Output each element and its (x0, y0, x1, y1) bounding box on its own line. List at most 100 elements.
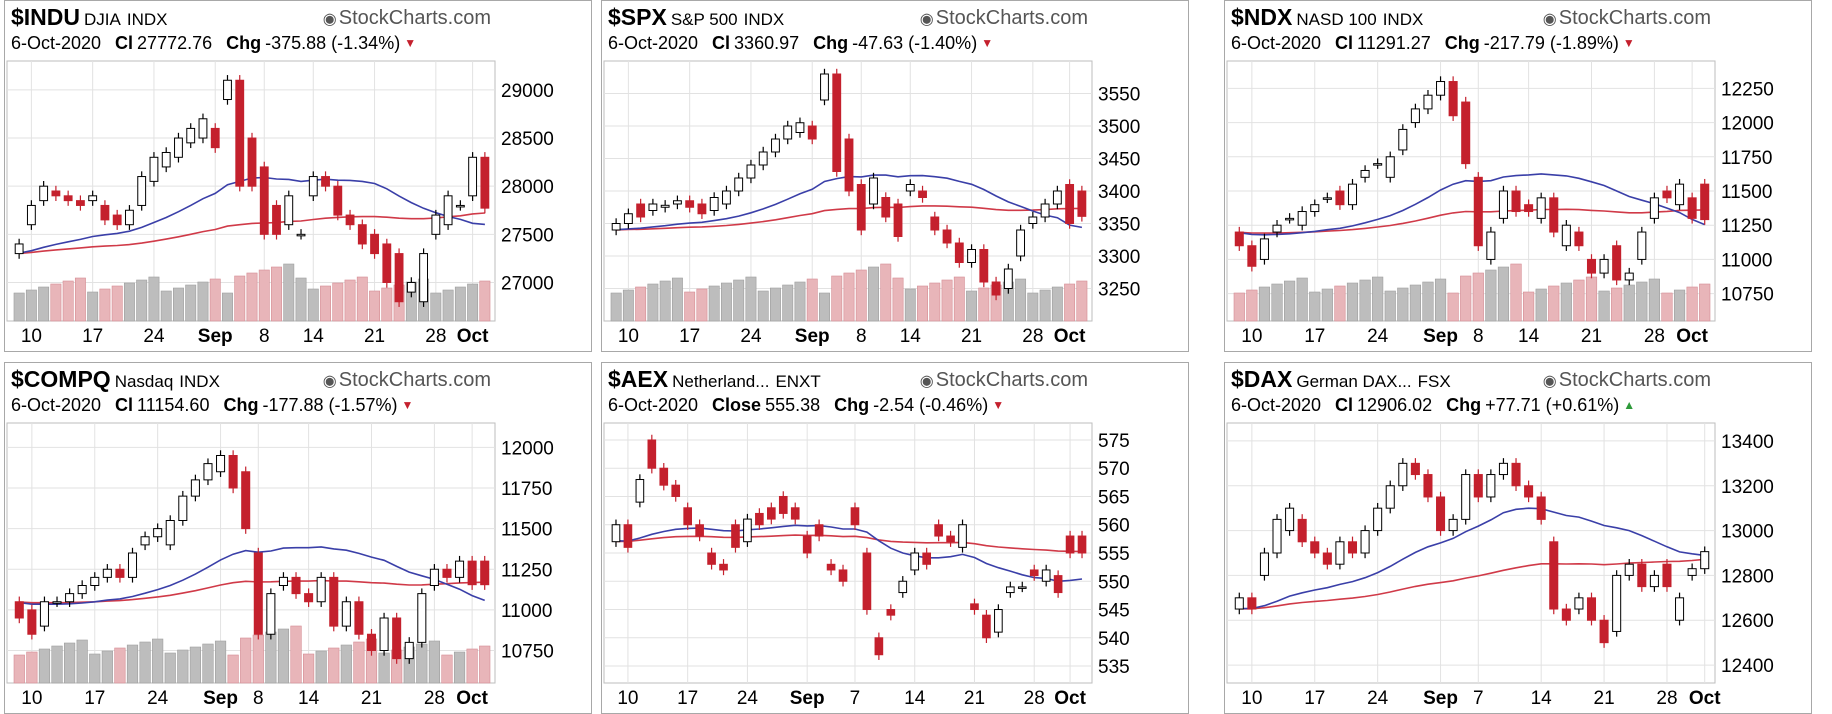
x-tick-label: Sep (1423, 688, 1458, 709)
chart-panel-spx[interactable]: $SPX S&P 500 INDX ◉ StockCharts.com 6-Oct-202… (601, 0, 1189, 352)
change-value: -177.88 (-1.57%) (262, 395, 398, 415)
candle (635, 474, 645, 508)
volume-bar (369, 290, 381, 322)
chart-title: $INDU DJIA INDX (11, 4, 167, 31)
y-tick-label: 540 (1098, 629, 1130, 650)
price-chart[interactable]: 3550 3500 3450 3400 3350 3300 3250 10 17 24 Sep 8 14… (602, 59, 1188, 351)
y-tick-label: 575 (1098, 431, 1130, 452)
candle (758, 146, 768, 171)
change-label: Chg (813, 33, 849, 53)
candle (1247, 592, 1257, 615)
x-tick-label: Sep (1423, 326, 1458, 347)
symbol: $INDU (11, 4, 81, 30)
volume-bar (917, 285, 928, 322)
close-value: 12906.02 (1357, 395, 1433, 415)
candle (1029, 564, 1039, 581)
volume-bar (467, 283, 479, 322)
candle (722, 185, 731, 210)
candle (88, 190, 98, 206)
volume-bar (101, 650, 113, 684)
volume-bar (1359, 279, 1371, 322)
volume-bar (806, 278, 818, 322)
triangle-up-icon: ▲ (1623, 398, 1636, 412)
candle (820, 68, 829, 106)
volume-bar (1523, 291, 1535, 322)
price-chart[interactable]: 12000 11750 11500 11250 11000 10750 10 17 24 Sep 8… (5, 421, 591, 713)
y-tick-label: 12000 (1721, 114, 1774, 135)
candle (1006, 581, 1015, 598)
triangle-down-icon: ▼ (1622, 36, 1635, 50)
plot-area (1226, 422, 1716, 684)
volume-bar (340, 644, 352, 684)
candle (1574, 226, 1584, 251)
quote-info: 6-Oct-2020 Cl 11154.60 Chg -177.88 (-1.57%) ▼ (11, 395, 413, 416)
chart-panel-aex[interactable]: $AEX Netherland... ENXT ◉ StockCharts.com 6-O… (601, 362, 1189, 714)
change-value: -375.88 (-1.34%) (265, 33, 401, 53)
candle (1398, 124, 1408, 156)
candle (1624, 267, 1634, 286)
volume-bar (74, 277, 86, 322)
price-chart[interactable]: 29000 28500 28000 27500 27000 10 17 24 Sep 8 14 21 2… (5, 59, 591, 351)
x-tick-label: 28 (1644, 326, 1665, 347)
candle (429, 564, 439, 591)
candle (991, 276, 1001, 301)
candle (856, 179, 866, 236)
chart-panel-dax[interactable]: $DAX German DAX... FSX ◉ StockCharts.com 6-Oc… (1224, 362, 1812, 714)
candle (1436, 76, 1446, 101)
volume-bar (87, 291, 99, 322)
volume-bar (1686, 286, 1698, 322)
volume-bar (479, 645, 491, 684)
x-tick-label: 17 (82, 326, 103, 347)
candle (1586, 592, 1597, 626)
candle (442, 564, 452, 583)
stockcharts-logo-icon: ◉ (919, 11, 934, 28)
index-name: DJIA (84, 10, 121, 29)
price-chart[interactable]: 12250 12000 11750 11500 11250 11000 10750 10 17 2… (1225, 59, 1811, 351)
volume-bar (782, 284, 794, 322)
symbol: $AEX (608, 366, 669, 392)
candle (1524, 199, 1534, 217)
candle (333, 180, 343, 221)
x-tick-label: 8 (253, 688, 264, 709)
candle (467, 555, 477, 590)
candle (39, 596, 49, 632)
price-chart[interactable]: 13400 13200 13000 12800 12600 12400 10 17 24 Sep 7… (1225, 421, 1811, 713)
candle (709, 192, 719, 216)
candle (1322, 192, 1332, 204)
candle (881, 192, 891, 223)
volume-bar (328, 647, 340, 684)
candle (731, 519, 740, 553)
y-tick-label: 3250 (1098, 280, 1140, 301)
volume-bar (442, 289, 454, 322)
quote-date: 6-Oct-2020 (11, 33, 102, 53)
candle (404, 637, 414, 664)
price-chart[interactable]: 575 570 565 560 555 550 545 540 535 10 17 24 Sep 7 14 2… (602, 421, 1188, 713)
chart-panel-compq[interactable]: $COMPQ Nasdaq INDX ◉ StockCharts.com 6-Oct-20… (4, 362, 592, 714)
candle (1410, 103, 1420, 128)
volume-bar (290, 625, 302, 684)
brand-text: StockCharts.com (1558, 7, 1711, 29)
volume-bar (378, 652, 390, 684)
volume-bar (622, 289, 634, 322)
candle (392, 612, 402, 664)
volume-bar (441, 654, 453, 684)
volume-bar (38, 286, 50, 322)
candle (1385, 151, 1395, 183)
candle (942, 224, 952, 249)
chart-panel-ndx[interactable]: $NDX NASD 100 INDX ◉ StockCharts.com 6-Oct-20… (1224, 0, 1812, 352)
candle (228, 450, 238, 494)
candle (695, 519, 704, 542)
candle (1040, 198, 1050, 223)
candle (746, 159, 756, 184)
candle (52, 596, 62, 607)
x-tick-label: Sep (203, 688, 238, 709)
y-tick-label: 10750 (1721, 285, 1774, 306)
brand-watermark: ◉ StockCharts.com (920, 369, 1088, 392)
volume-bar (635, 286, 647, 322)
candle (1247, 240, 1257, 272)
index-name: Netherland... (672, 372, 770, 391)
candle (1297, 206, 1307, 231)
chart-panel-indu[interactable]: $INDU DJIA INDX ◉ StockCharts.com 6-Oct-2020 C… (4, 0, 592, 352)
candle (296, 229, 306, 240)
candle (734, 172, 744, 197)
